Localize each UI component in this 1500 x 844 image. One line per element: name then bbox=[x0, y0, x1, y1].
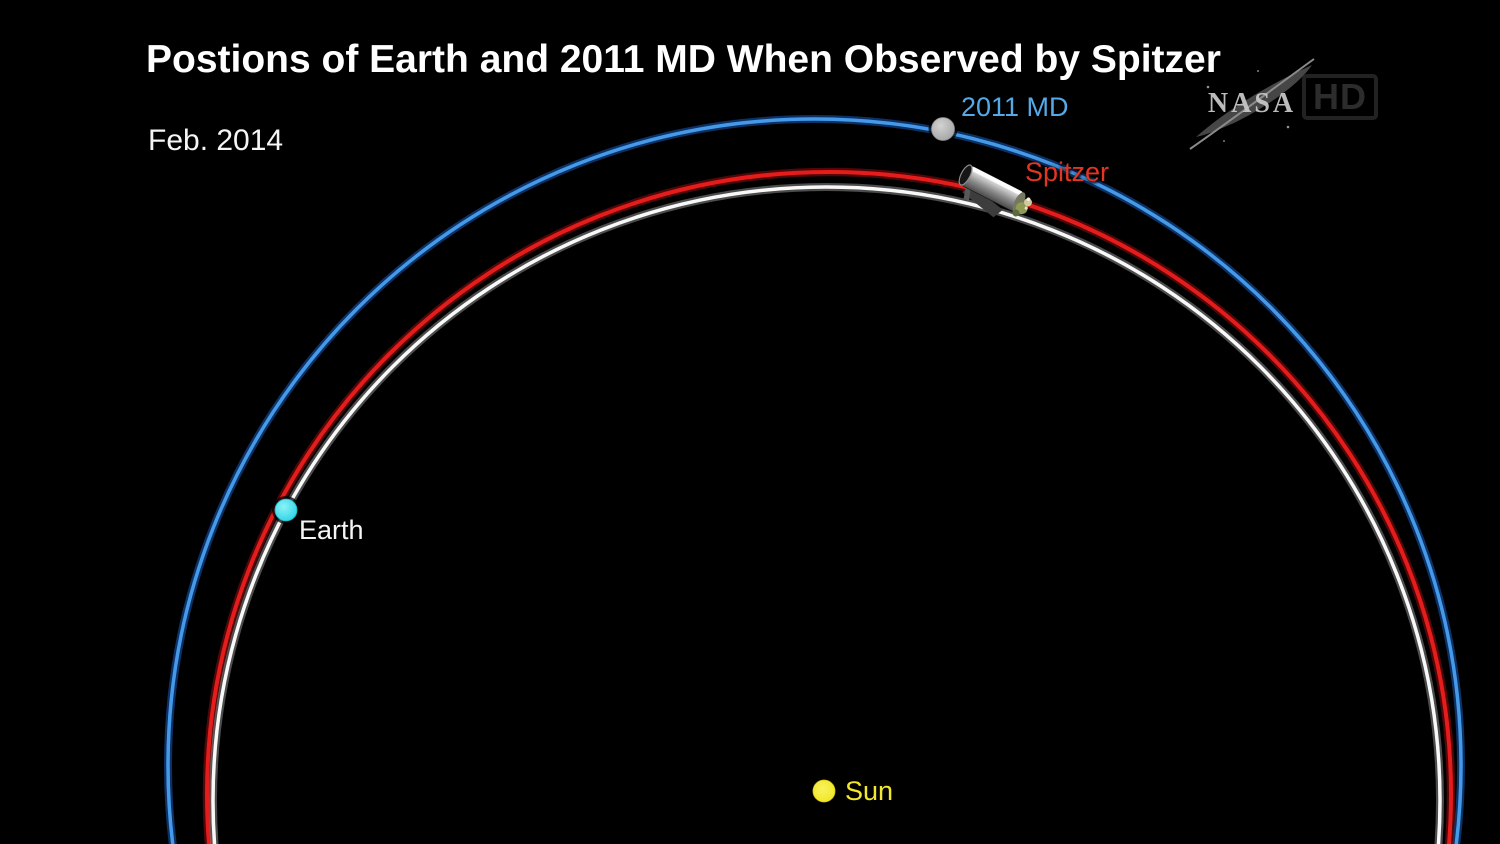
page-title: Postions of Earth and 2011 MD When Obser… bbox=[146, 38, 1221, 81]
body-dots bbox=[272, 114, 958, 805]
nasa-logo: NASA bbox=[1188, 57, 1318, 152]
date-label: Feb. 2014 bbox=[148, 124, 284, 157]
label-2011md: 2011 MD bbox=[961, 92, 1069, 122]
hd-badge: HD bbox=[1302, 74, 1378, 120]
spitzer-spacecraft-icon bbox=[958, 164, 1033, 218]
dot-sun bbox=[812, 779, 836, 803]
dot-earth bbox=[274, 498, 298, 522]
dot-2011md bbox=[931, 117, 955, 141]
label-sun: Sun bbox=[845, 776, 894, 806]
orbit-paths bbox=[164, 115, 1465, 844]
label-spitzer: Spitzer bbox=[1025, 157, 1110, 187]
nasa-logo-text: NASA bbox=[1208, 88, 1296, 119]
nasa-insignia-icon: NASA bbox=[1189, 58, 1315, 150]
label-earth: Earth bbox=[299, 515, 364, 545]
